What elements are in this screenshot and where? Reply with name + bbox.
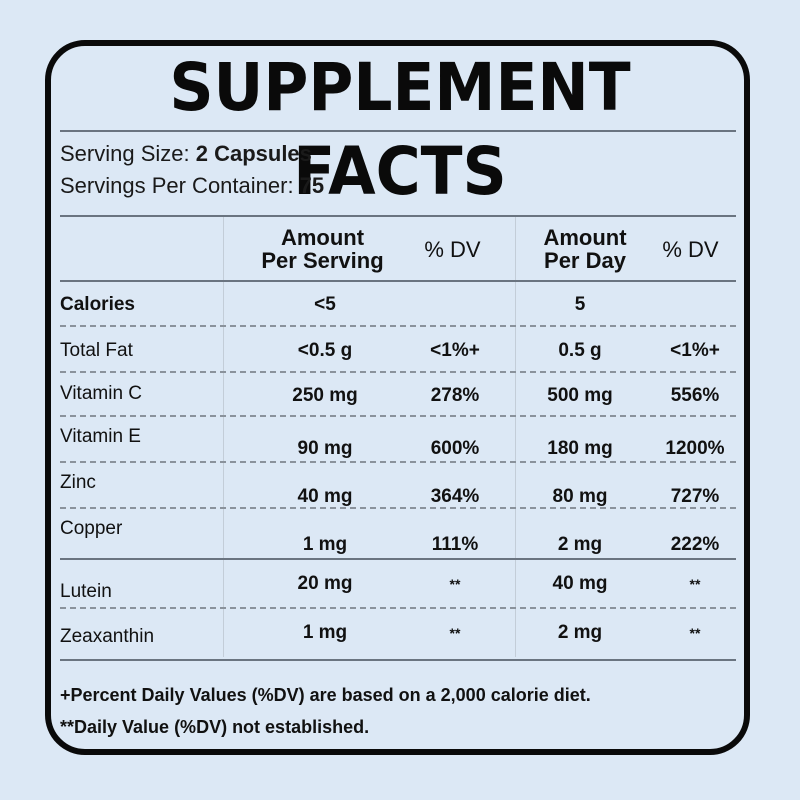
dv-per-serving: 111%	[431, 534, 479, 555]
row-divider	[60, 461, 736, 463]
dv-per-serving: 600%	[430, 438, 480, 459]
amount-per-day: 0.5 g	[558, 340, 602, 361]
amount-per-serving: 40 mg	[297, 486, 353, 507]
dv-per-day: 727%	[670, 486, 720, 507]
dv-per-day: 1200%	[665, 438, 725, 459]
dv-per-serving: **	[449, 625, 461, 641]
table-row: Copper 1 mg 111% 2 mg 222%	[60, 510, 736, 556]
amount-per-day: 40 mg	[552, 573, 608, 594]
servings-per-container: Servings Per Container: 75	[60, 172, 324, 200]
serving-divider	[60, 215, 736, 217]
amount-per-day: 5	[574, 294, 586, 315]
dv-per-serving: **	[449, 576, 461, 592]
section-divider	[60, 558, 736, 560]
header-amount-per-day: Amount Per Day	[525, 226, 645, 272]
table-row: Lutein 20 mg ** 40 mg **	[60, 561, 736, 607]
dv-per-day: 556%	[670, 385, 720, 406]
table-bottom-divider	[60, 659, 736, 661]
nutrient-name: Copper	[60, 518, 123, 539]
column-divider-right	[515, 217, 516, 657]
dv-per-serving: <1%+	[430, 340, 480, 361]
amount-per-serving: <0.5 g	[297, 340, 353, 361]
servings-per-container-label: Servings Per Container:	[60, 173, 300, 198]
dv-per-day: <1%+	[670, 340, 720, 361]
page-title: SUPPLEMENT FACTS	[169, 49, 631, 210]
row-divider	[60, 325, 736, 327]
table-row: Vitamin C 250 mg 278% 500 mg 556%	[60, 373, 736, 419]
amount-per-day: 2 mg	[557, 534, 603, 555]
column-divider-left	[223, 217, 224, 657]
serving-size-label: Serving Size:	[60, 141, 196, 166]
header-dv-serving: % DV	[424, 237, 481, 262]
nutrient-name: Calories	[60, 294, 135, 315]
serving-size: Serving Size: 2 Capsules	[60, 140, 312, 168]
serving-size-value: 2 Capsules	[195, 141, 312, 166]
header-per-serving-line2: Per Serving	[261, 248, 384, 273]
dv-per-day: **	[689, 625, 701, 641]
header-dv-day: % DV	[662, 237, 719, 262]
header-divider	[60, 280, 736, 282]
amount-per-serving: 20 mg	[297, 573, 353, 594]
dv-per-serving: 278%	[430, 385, 480, 406]
dv-per-day: **	[689, 576, 701, 592]
footnote-dv-not-established: **Daily Value (%DV) not established.	[60, 717, 370, 737]
row-divider	[60, 607, 736, 609]
dv-per-day	[650, 282, 740, 328]
row-divider	[60, 507, 736, 509]
nutrient-name: Vitamin C	[60, 383, 143, 404]
amount-per-serving: <5	[314, 294, 336, 315]
header-per-day-line2: Per Day	[544, 248, 626, 273]
amount-per-serving: 90 mg	[297, 438, 353, 459]
table-row: Zinc 40 mg 364% 80 mg 727%	[60, 464, 736, 510]
table-row: Zeaxanthin 1 mg ** 2 mg **	[60, 610, 736, 656]
amount-per-serving: 250 mg	[292, 385, 358, 406]
amount-per-serving: 1 mg	[302, 534, 348, 555]
amount-per-day: 180 mg	[547, 438, 613, 459]
table-row: Total Fat <0.5 g <1%+ 0.5 g <1%+	[60, 328, 736, 374]
amount-per-serving: 1 mg	[302, 622, 348, 643]
dv-per-serving	[400, 282, 510, 328]
nutrient-name: Vitamin E	[60, 426, 141, 447]
nutrient-name: Zeaxanthin	[60, 626, 155, 647]
table-row: Vitamin E 90 mg 600% 180 mg 1200%	[60, 418, 736, 464]
supplement-facts-panel	[45, 40, 750, 755]
dv-per-serving: 364%	[430, 486, 480, 507]
nutrient-name: Total Fat	[60, 340, 133, 361]
header-amount-line1: Amount	[280, 225, 365, 250]
amount-per-day: 80 mg	[552, 486, 608, 507]
table-row: Calories <5 5	[60, 282, 736, 328]
nutrient-name: Zinc	[60, 472, 96, 493]
amount-per-day: 2 mg	[557, 622, 603, 643]
dv-per-day: 222%	[670, 534, 720, 555]
footnote-dv-basis: +Percent Daily Values (%DV) are based on…	[60, 685, 591, 705]
row-divider	[60, 371, 736, 373]
row-divider	[60, 415, 736, 417]
nutrient-name: Lutein	[60, 581, 112, 602]
servings-per-container-value: 75	[299, 173, 325, 198]
header-amount-per-serving: Amount Per Serving	[245, 226, 400, 272]
amount-per-day: 500 mg	[547, 385, 613, 406]
title-divider	[60, 130, 736, 132]
header-amount-line1: Amount	[543, 225, 627, 250]
